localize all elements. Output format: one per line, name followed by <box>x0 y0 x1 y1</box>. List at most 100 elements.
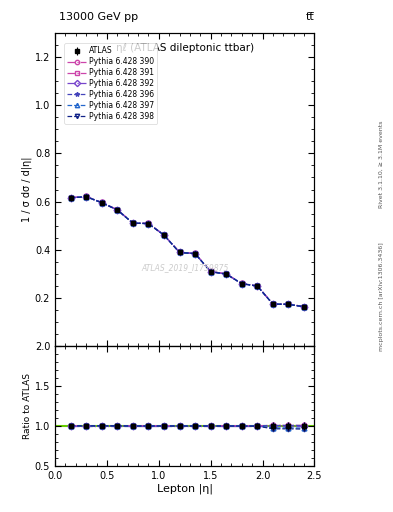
Pythia 6.428 390 <box>115 207 119 213</box>
Pythia 6.428 390 <box>84 194 88 200</box>
Pythia 6.428 398 <box>177 249 182 255</box>
Pythia 6.428 392 <box>224 271 229 277</box>
Pythia 6.428 398 <box>162 232 166 238</box>
Pythia 6.428 392 <box>286 302 291 308</box>
Pythia 6.428 397 <box>224 271 229 277</box>
Pythia 6.428 397 <box>162 232 166 238</box>
Pythia 6.428 391 <box>68 195 73 201</box>
Pythia 6.428 396 <box>177 249 182 255</box>
Pythia 6.428 390 <box>68 195 73 201</box>
Pythia 6.428 396 <box>146 220 151 226</box>
Pythia 6.428 396 <box>193 250 197 257</box>
Pythia 6.428 391 <box>115 207 119 213</box>
Pythia 6.428 390 <box>302 304 307 310</box>
Pythia 6.428 397 <box>239 281 244 287</box>
Pythia 6.428 398 <box>208 269 213 275</box>
Pythia 6.428 391 <box>224 271 229 277</box>
Pythia 6.428 392 <box>270 301 275 307</box>
Pythia 6.428 396 <box>255 283 260 289</box>
Pythia 6.428 397 <box>68 195 73 201</box>
Pythia 6.428 390 <box>208 268 213 274</box>
Pythia 6.428 397 <box>177 249 182 255</box>
X-axis label: Lepton |η|: Lepton |η| <box>157 483 213 494</box>
Pythia 6.428 397 <box>130 220 135 226</box>
Pythia 6.428 398 <box>239 281 244 287</box>
Pythia 6.428 398 <box>84 194 88 200</box>
Text: 13000 GeV pp: 13000 GeV pp <box>59 11 138 22</box>
Pythia 6.428 397 <box>255 283 260 289</box>
Y-axis label: 1 / σ dσ / d|η|: 1 / σ dσ / d|η| <box>22 157 32 222</box>
Pythia 6.428 390 <box>162 232 166 238</box>
Pythia 6.428 397 <box>115 207 119 213</box>
Pythia 6.428 391 <box>255 283 260 289</box>
Line: Pythia 6.428 396: Pythia 6.428 396 <box>68 194 307 309</box>
Pythia 6.428 390 <box>130 220 135 226</box>
Pythia 6.428 391 <box>177 249 182 255</box>
Line: Pythia 6.428 398: Pythia 6.428 398 <box>68 194 307 309</box>
Pythia 6.428 392 <box>302 304 307 310</box>
Pythia 6.428 397 <box>99 200 104 206</box>
Pythia 6.428 396 <box>239 281 244 287</box>
Pythia 6.428 390 <box>239 281 244 287</box>
Text: tt̅: tt̅ <box>306 11 314 22</box>
Pythia 6.428 396 <box>302 304 307 310</box>
Pythia 6.428 390 <box>255 283 260 289</box>
Pythia 6.428 391 <box>99 199 104 205</box>
Pythia 6.428 392 <box>208 269 213 275</box>
Pythia 6.428 390 <box>270 301 275 307</box>
Y-axis label: Ratio to ATLAS: Ratio to ATLAS <box>23 373 32 439</box>
Pythia 6.428 398 <box>130 220 135 226</box>
Line: Pythia 6.428 390: Pythia 6.428 390 <box>68 194 307 309</box>
Pythia 6.428 396 <box>130 220 135 226</box>
Pythia 6.428 397 <box>208 269 213 275</box>
Pythia 6.428 391 <box>84 194 88 200</box>
Pythia 6.428 397 <box>286 302 291 308</box>
Pythia 6.428 390 <box>146 220 151 226</box>
Pythia 6.428 396 <box>162 232 166 238</box>
Pythia 6.428 398 <box>224 271 229 277</box>
Pythia 6.428 397 <box>146 221 151 227</box>
Pythia 6.428 391 <box>130 220 135 226</box>
Pythia 6.428 391 <box>162 232 166 238</box>
Pythia 6.428 396 <box>68 195 73 201</box>
Pythia 6.428 392 <box>68 195 73 201</box>
Pythia 6.428 390 <box>224 271 229 277</box>
Pythia 6.428 396 <box>270 301 275 307</box>
Pythia 6.428 392 <box>115 207 119 213</box>
Pythia 6.428 398 <box>68 195 73 201</box>
Pythia 6.428 396 <box>224 271 229 277</box>
Pythia 6.428 398 <box>286 302 291 308</box>
Pythia 6.428 398 <box>146 221 151 227</box>
Text: Rivet 3.1.10, ≥ 3.1M events: Rivet 3.1.10, ≥ 3.1M events <box>379 120 384 207</box>
Pythia 6.428 390 <box>177 249 182 255</box>
Pythia 6.428 390 <box>99 199 104 205</box>
Pythia 6.428 398 <box>193 250 197 257</box>
Pythia 6.428 391 <box>286 301 291 307</box>
Line: Pythia 6.428 397: Pythia 6.428 397 <box>68 194 307 309</box>
Text: ηℓ (ATLAS dileptonic ttbar): ηℓ (ATLAS dileptonic ttbar) <box>116 42 254 53</box>
Pythia 6.428 396 <box>208 268 213 274</box>
Pythia 6.428 392 <box>84 194 88 200</box>
Line: Pythia 6.428 391: Pythia 6.428 391 <box>68 194 307 309</box>
Pythia 6.428 398 <box>270 301 275 307</box>
Pythia 6.428 396 <box>115 207 119 213</box>
Pythia 6.428 396 <box>84 194 88 200</box>
Pythia 6.428 398 <box>302 304 307 310</box>
Pythia 6.428 392 <box>193 250 197 257</box>
Pythia 6.428 390 <box>286 301 291 307</box>
Pythia 6.428 392 <box>255 283 260 289</box>
Pythia 6.428 392 <box>99 200 104 206</box>
Pythia 6.428 392 <box>239 281 244 287</box>
Pythia 6.428 398 <box>99 200 104 206</box>
Pythia 6.428 391 <box>302 304 307 310</box>
Pythia 6.428 392 <box>146 221 151 227</box>
Pythia 6.428 392 <box>177 249 182 255</box>
Line: Pythia 6.428 392: Pythia 6.428 392 <box>68 194 307 309</box>
Pythia 6.428 392 <box>130 220 135 226</box>
Pythia 6.428 396 <box>99 199 104 205</box>
Pythia 6.428 390 <box>193 250 197 257</box>
Pythia 6.428 391 <box>193 250 197 257</box>
Pythia 6.428 396 <box>286 301 291 307</box>
Pythia 6.428 397 <box>193 250 197 257</box>
Pythia 6.428 391 <box>146 220 151 226</box>
